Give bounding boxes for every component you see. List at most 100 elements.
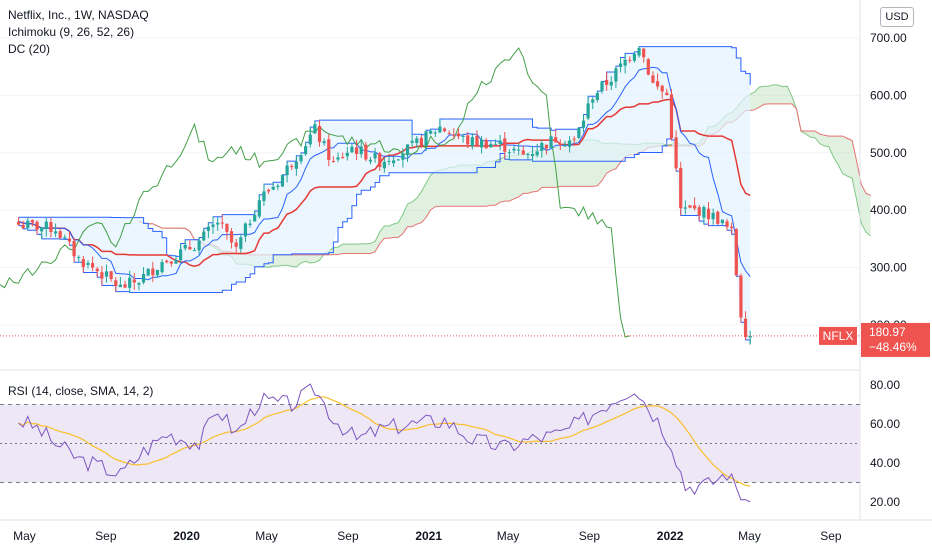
- price-tag-value: 180.97: [869, 325, 906, 339]
- candle-body: [280, 174, 285, 187]
- candle-body: [688, 205, 692, 208]
- symbol-title[interactable]: Netflix, Inc., 1W, NASDAQ: [8, 8, 149, 22]
- rsi-legend[interactable]: RSI (14, close, SMA, 14, 2): [8, 384, 154, 398]
- candle-body: [146, 268, 150, 276]
- time-tick-label: May: [497, 529, 520, 543]
- candle-body: [206, 226, 210, 231]
- kijun-sen: [18, 98, 751, 267]
- candle-body: [276, 185, 280, 187]
- currency-button[interactable]: USD: [880, 7, 914, 27]
- candle-body: [503, 138, 507, 152]
- candle-body: [637, 47, 641, 56]
- donchian-channel: [18, 46, 751, 345]
- candle-body: [354, 147, 359, 154]
- candle-body: [359, 146, 363, 155]
- candle-body: [30, 220, 35, 223]
- candle-body: [429, 131, 433, 134]
- candle-body: [151, 268, 155, 276]
- candle-body: [165, 260, 169, 263]
- candle-body: [266, 189, 271, 192]
- candle-body: [220, 222, 224, 224]
- candle-body: [248, 223, 252, 225]
- candle-body: [456, 133, 461, 137]
- candle-body: [600, 81, 604, 92]
- candlesticks: [16, 46, 752, 345]
- candle-body: [58, 231, 62, 239]
- tenkan-sen: [18, 66, 751, 281]
- candle-body: [572, 138, 576, 140]
- candle-body: [591, 99, 595, 103]
- candle-body: [452, 134, 456, 136]
- candle-body: [123, 284, 127, 288]
- candle-body: [720, 219, 724, 224]
- ticker-tag: NFLX: [823, 329, 854, 343]
- candle-body: [544, 144, 549, 149]
- candle-body: [72, 240, 76, 257]
- candle-body: [655, 81, 660, 87]
- candle-body: [341, 157, 345, 159]
- rsi-tick-label: 80.00: [870, 378, 900, 392]
- candle-body: [540, 143, 544, 151]
- ichimoku-legend[interactable]: Ichimoku (9, 26, 52, 26): [8, 25, 135, 39]
- candle-body: [549, 136, 553, 148]
- candle-body: [480, 139, 484, 148]
- candle-body: [567, 140, 572, 147]
- candle-body: [392, 160, 396, 164]
- candle-body: [614, 68, 618, 82]
- candle-body: [77, 257, 81, 259]
- candle-body: [313, 124, 317, 134]
- cloud-fill: [138, 84, 871, 268]
- candle-body: [285, 165, 289, 176]
- candle-body: [132, 279, 136, 283]
- candle-body: [336, 157, 340, 160]
- candle-body: [734, 229, 738, 276]
- candle-body: [415, 138, 419, 144]
- candle-body: [623, 59, 627, 66]
- candle-body: [202, 231, 206, 241]
- candle-body: [216, 222, 220, 225]
- candle-body: [743, 318, 748, 338]
- candle-body: [49, 222, 53, 232]
- time-tick-label: Sep: [95, 529, 117, 543]
- candle-body: [554, 137, 558, 143]
- donchian-legend[interactable]: DC (20): [8, 42, 51, 56]
- candle-body: [211, 224, 215, 227]
- candle-body: [345, 152, 349, 157]
- candle-body: [433, 132, 437, 134]
- time-tick-label: 2021: [415, 529, 442, 543]
- candle-body: [243, 223, 248, 237]
- time-tick-label: May: [738, 529, 761, 543]
- candle-body: [373, 152, 377, 159]
- last-price-tag[interactable]: NFLX 180.97 −48.46%: [819, 322, 930, 357]
- candle-body: [466, 135, 470, 145]
- candle-body: [563, 144, 567, 147]
- rsi-tick-label: 60.00: [870, 417, 900, 431]
- price-tick-label: 400.00: [870, 203, 907, 217]
- rsi-pane: [0, 383, 860, 503]
- candle-body: [229, 231, 234, 243]
- rsi-line: [18, 383, 751, 503]
- candle-body: [730, 226, 734, 229]
- candle-body: [716, 211, 720, 224]
- candle-body: [114, 280, 118, 287]
- candle-body: [21, 224, 25, 229]
- candle-body: [674, 137, 678, 169]
- candle-body: [160, 262, 164, 273]
- time-tick-label: 2020: [173, 529, 200, 543]
- candle-body: [234, 242, 238, 247]
- candle-body: [493, 143, 498, 145]
- candle-body: [53, 231, 58, 234]
- candle-body: [419, 137, 423, 146]
- candle-body: [660, 85, 664, 92]
- candle-body: [526, 153, 530, 156]
- candle-body: [702, 207, 706, 218]
- candle-body: [331, 160, 336, 162]
- candle-body: [683, 207, 687, 209]
- candle-body: [475, 135, 479, 146]
- candle-body: [197, 240, 201, 251]
- candle-body: [489, 143, 493, 148]
- candle-body: [628, 59, 632, 61]
- candle-body: [697, 207, 701, 216]
- candle-body: [179, 249, 183, 261]
